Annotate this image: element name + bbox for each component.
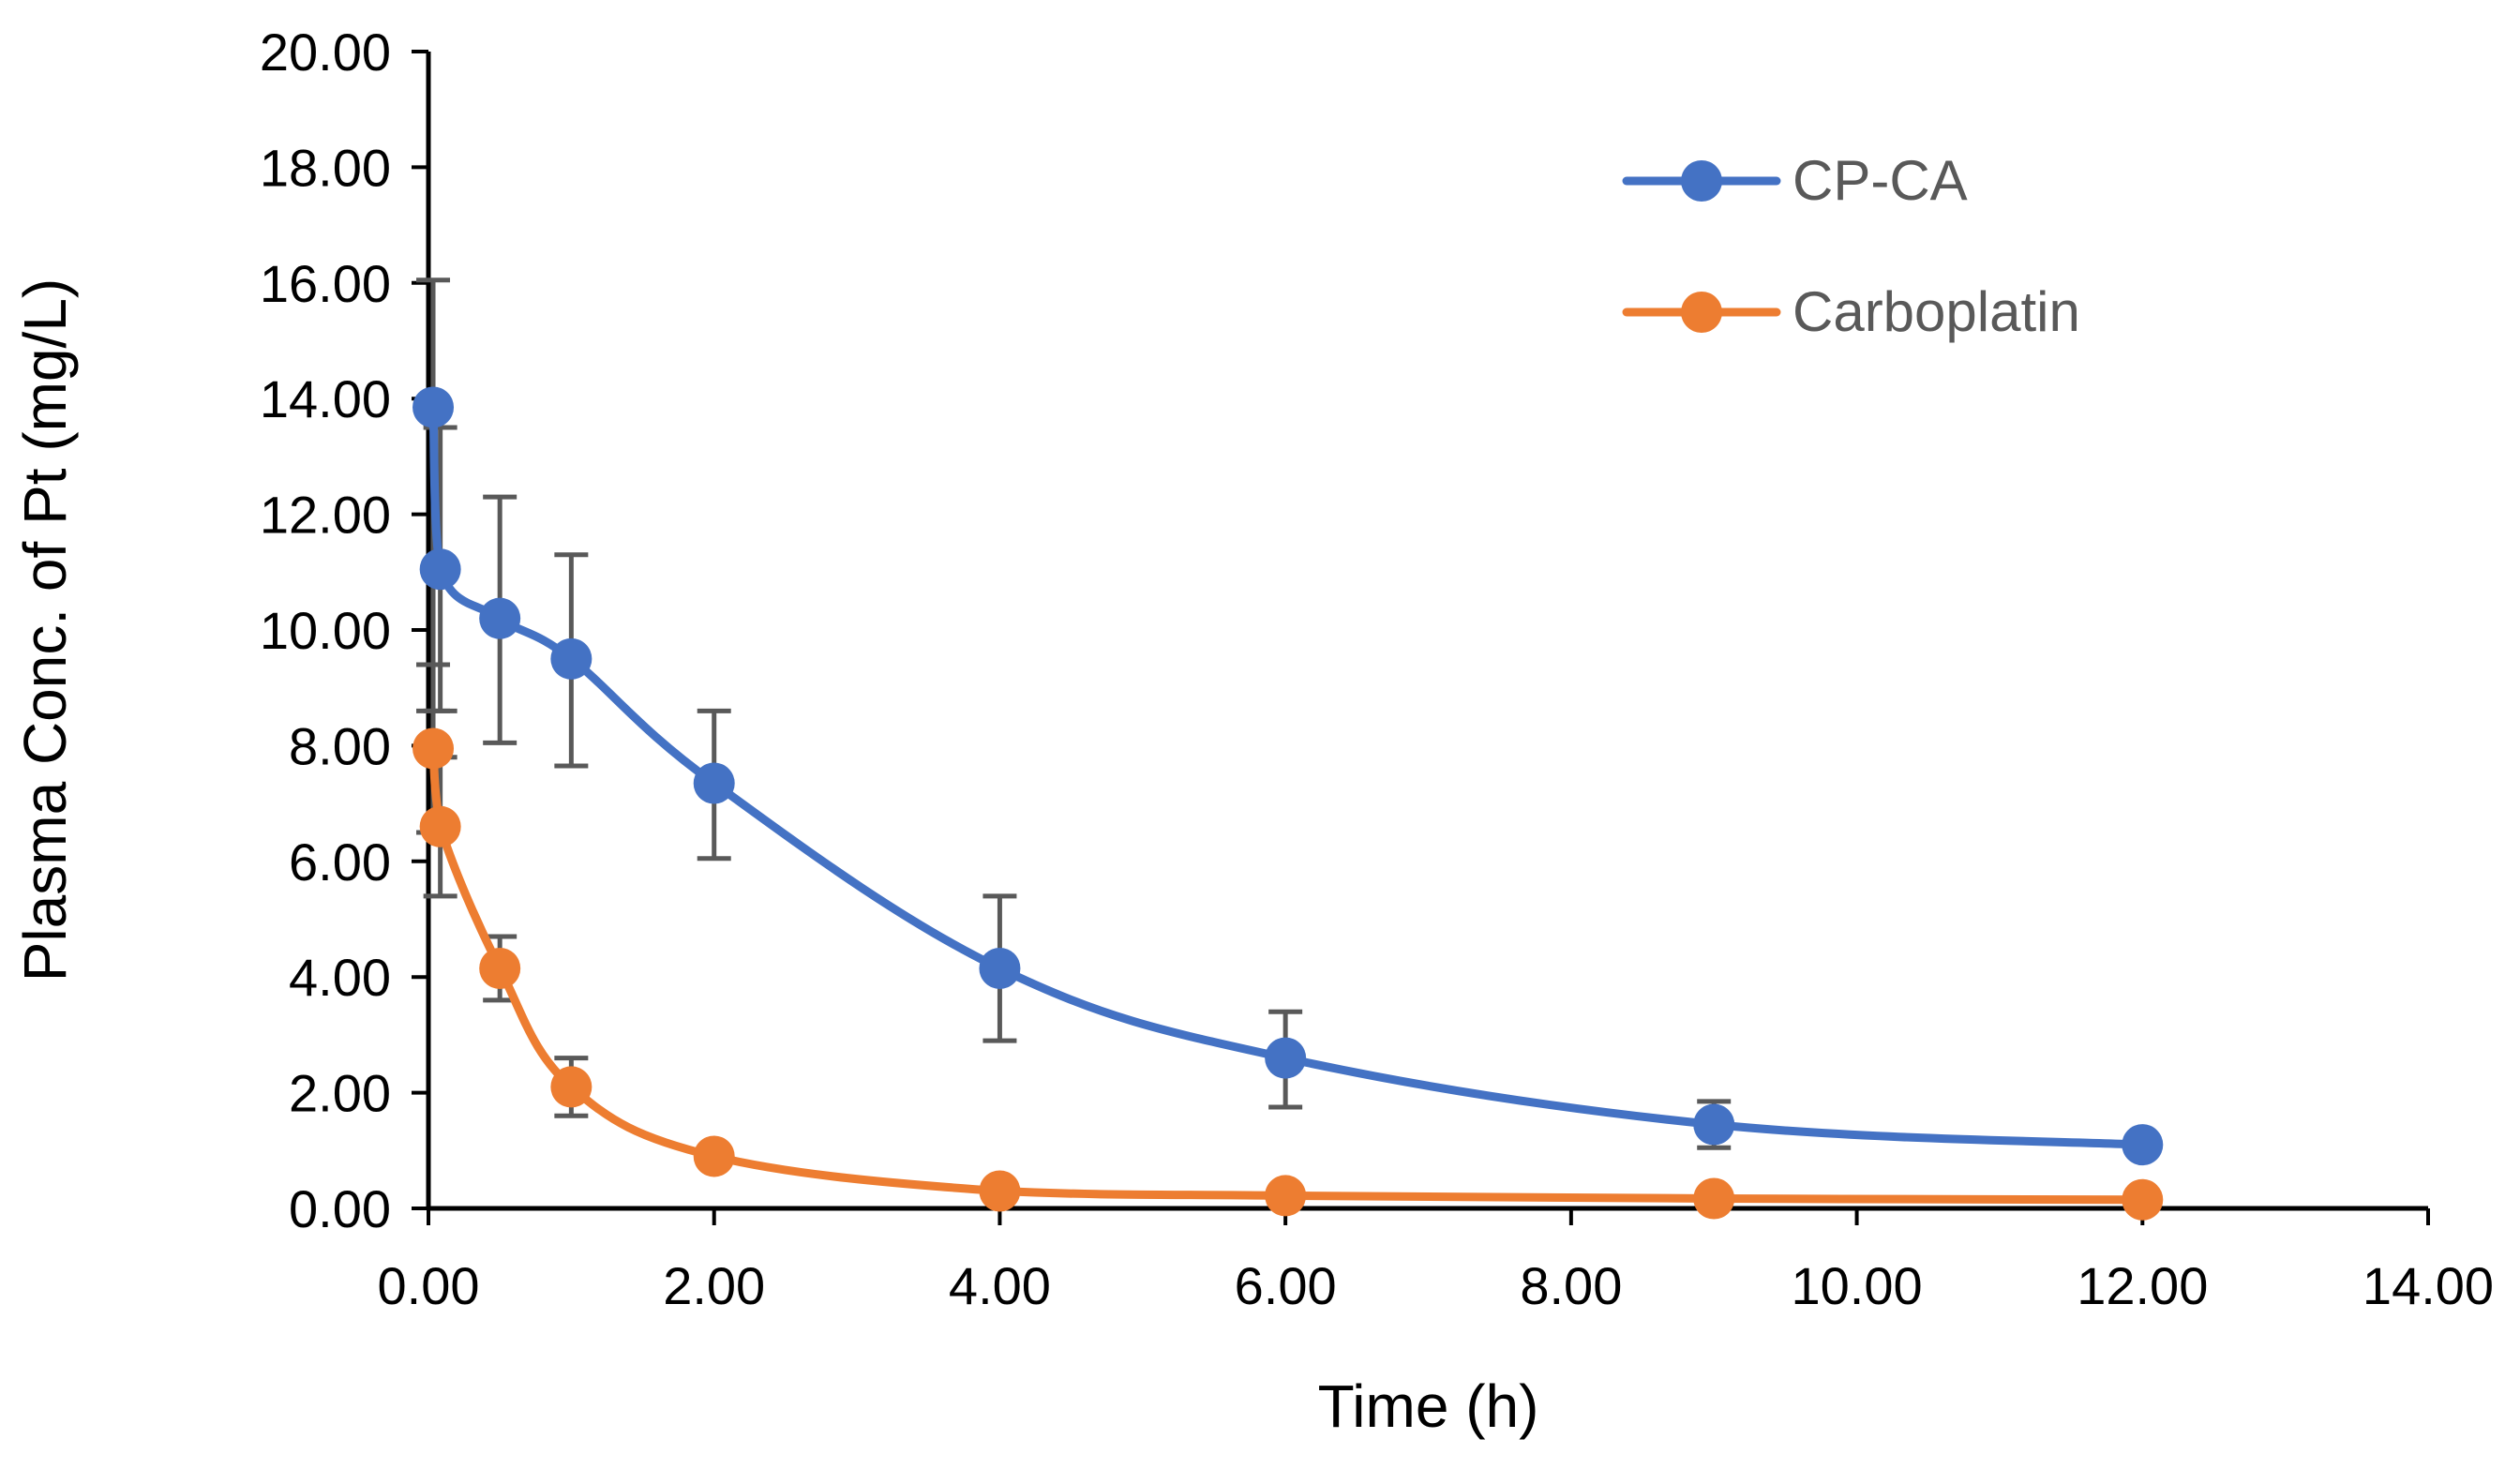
axes <box>412 50 2430 1225</box>
cp-ca-data-point <box>1265 1037 1307 1079</box>
x-tick-label: 2.00 <box>663 1256 765 1315</box>
carboplatin-data-point <box>419 805 461 847</box>
carboplatin-data-point <box>412 727 455 770</box>
x-tick-label: 14.00 <box>2362 1256 2494 1315</box>
x-tick-label: 4.00 <box>949 1256 1051 1315</box>
cp-ca-data-point <box>550 637 592 680</box>
cp-ca-data-point <box>479 597 521 639</box>
y-tick-label: 4.00 <box>289 948 391 1007</box>
cp-ca-legend-marker <box>1681 160 1722 202</box>
series-lines <box>428 402 2147 1205</box>
x-tick-label: 10.00 <box>1792 1256 1923 1315</box>
carboplatin-legend-marker <box>1681 292 1722 333</box>
cp-ca-data-point <box>1693 1103 1735 1146</box>
cp-ca-data-point <box>693 762 735 804</box>
error-bars <box>416 277 1732 1168</box>
y-tick-label: 0.00 <box>289 1179 391 1238</box>
cp-ca-data-point <box>412 386 455 428</box>
carboplatin-data-point <box>693 1135 735 1177</box>
x-tick-labels: 0.00 2.00 4.00 6.00 8.00 10.00 12.00 14.00 <box>378 1256 2495 1315</box>
carboplatin-data-point <box>1693 1177 1735 1220</box>
carboplatin-data-point <box>479 947 521 989</box>
y-tick-label: 12.00 <box>260 486 391 545</box>
cp-ca-data-point <box>979 947 1021 989</box>
y-tick-label: 16.00 <box>260 254 391 313</box>
cp-ca-data-point <box>2122 1124 2164 1166</box>
y-axis-title: Plasma Conc. of Pt (mg/L) <box>11 278 79 982</box>
carboplatin-data-point <box>550 1066 592 1108</box>
x-tick-label: 6.00 <box>1235 1256 1337 1315</box>
cp-ca-data-point <box>419 548 461 591</box>
y-tick-label: 14.00 <box>260 369 391 428</box>
carboplatin-legend-label: Carboplatin <box>1792 280 2080 343</box>
cp-ca-legend-label: CP-CA <box>1792 149 1968 212</box>
y-tick-labels: 0.00 2.00 4.00 6.00 8.00 10.00 12.00 14.00 16.00… <box>260 22 391 1238</box>
y-tick-label: 2.00 <box>289 1064 391 1123</box>
carboplatin-series-line <box>428 743 2147 1205</box>
carboplatin-data-point <box>979 1170 1021 1212</box>
x-tick-label: 12.00 <box>2077 1256 2208 1315</box>
y-tick-label: 20.00 <box>260 22 391 82</box>
carboplatin-data-point <box>2122 1178 2164 1221</box>
x-tick-label: 0.00 <box>378 1256 480 1315</box>
y-tick-label: 8.00 <box>289 716 391 775</box>
x-axis-title: Time (h) <box>1318 1372 1539 1440</box>
series-points <box>412 386 2164 1221</box>
y-tick-label: 10.00 <box>260 601 391 660</box>
carboplatin-data-point <box>1265 1175 1307 1217</box>
x-tick-label: 8.00 <box>1520 1256 1622 1315</box>
legend: CP-CA Carboplatin <box>1622 149 2080 343</box>
y-tick-label: 18.00 <box>260 138 391 197</box>
y-tick-label: 6.00 <box>289 832 391 892</box>
cp-ca-series-line <box>428 402 2147 1149</box>
